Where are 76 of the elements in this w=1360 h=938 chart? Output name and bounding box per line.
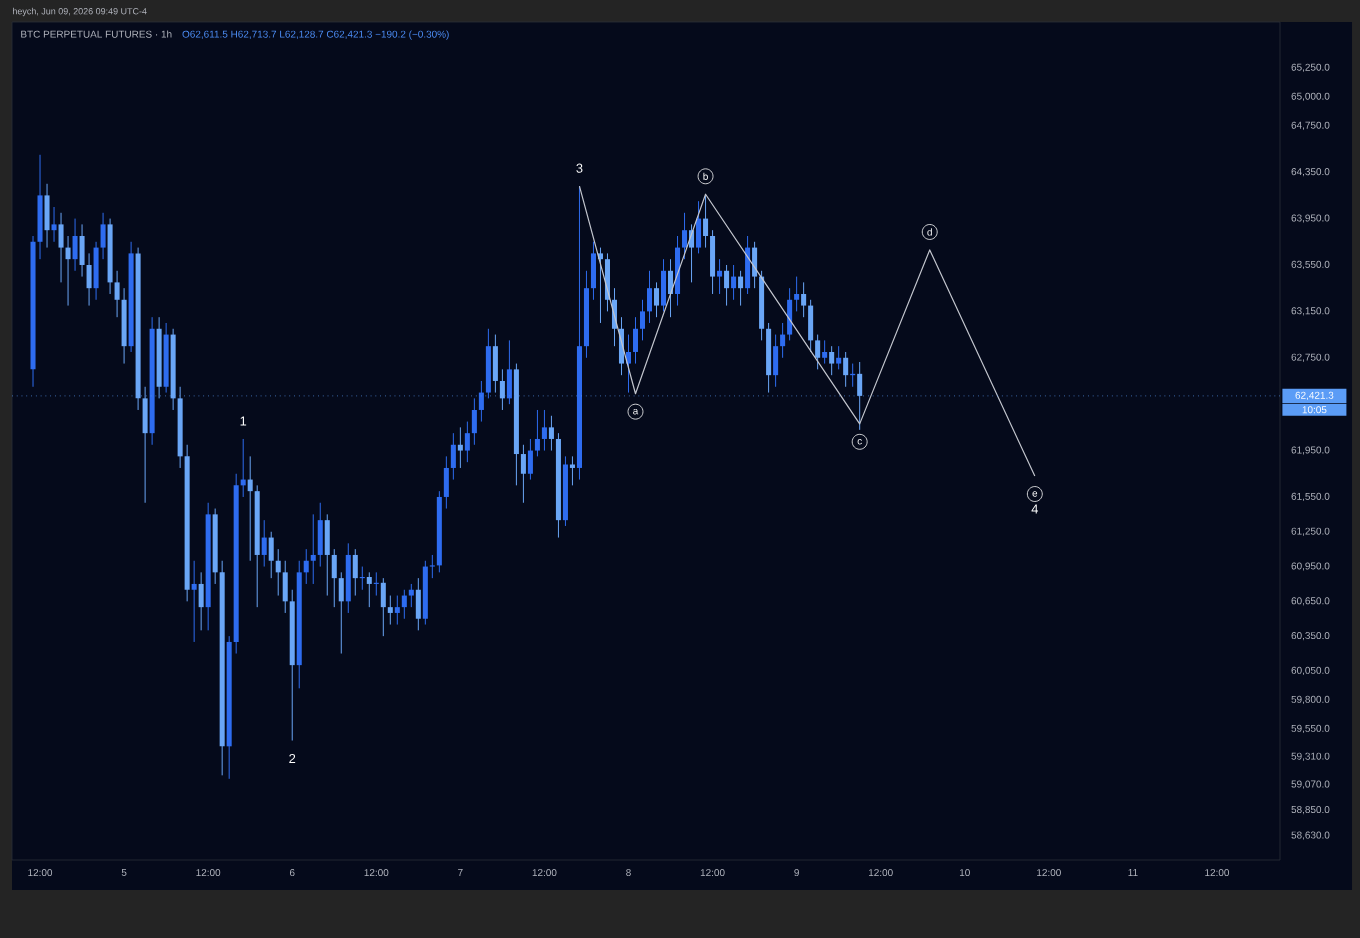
candlestick	[541, 409, 547, 452]
candlestick	[366, 571, 372, 608]
candlestick	[387, 595, 393, 626]
candlestick	[352, 548, 358, 597]
line-series	[578, 185, 1036, 477]
candlestick	[380, 577, 386, 637]
candlestick	[478, 380, 484, 423]
candlestick	[857, 361, 863, 431]
candlestick	[569, 455, 575, 486]
candlestick	[829, 345, 835, 376]
candlestick	[668, 258, 674, 318]
candlestick	[534, 409, 540, 457]
candlestick	[51, 206, 57, 243]
candlestick	[429, 554, 435, 579]
candlestick	[191, 560, 197, 643]
candlestick	[527, 438, 533, 481]
candlestick	[121, 287, 127, 365]
candlestick	[731, 264, 737, 301]
candlestick	[548, 415, 554, 452]
candlestick	[324, 513, 330, 597]
candlestick	[247, 455, 253, 562]
candlestick	[310, 513, 316, 585]
candlestick	[682, 212, 688, 260]
candlestick	[703, 194, 709, 249]
candlestick	[738, 270, 744, 307]
candlestick	[625, 334, 632, 394]
candlestick	[745, 235, 751, 295]
candlestick	[801, 281, 807, 318]
candlestick	[822, 339, 828, 365]
candlestick	[836, 345, 842, 370]
candlestick	[338, 571, 344, 655]
candlestick	[450, 432, 456, 481]
candlestick	[72, 218, 78, 272]
candlestick	[752, 241, 758, 289]
candlestick	[632, 316, 639, 365]
candlestick	[815, 334, 821, 370]
candlestick	[198, 571, 204, 631]
candlestick	[520, 444, 526, 504]
candlestick	[268, 531, 274, 579]
candlestick	[787, 287, 793, 341]
candlestick	[843, 351, 849, 388]
candlestick	[317, 502, 323, 568]
candlestick	[675, 235, 681, 307]
candlestick	[724, 264, 730, 307]
candlestick	[639, 299, 646, 341]
candlestick	[492, 334, 498, 394]
candlestick	[646, 270, 653, 324]
candlestick	[275, 548, 281, 597]
candlestick	[485, 328, 491, 399]
candlestick	[401, 589, 407, 620]
candlestick	[394, 595, 400, 626]
candlestick	[331, 548, 337, 608]
candlestick	[590, 241, 596, 301]
candlestick	[464, 421, 470, 463]
candlestick	[794, 276, 800, 312]
candlestick	[471, 397, 477, 446]
candlestick	[408, 583, 414, 608]
candlestick	[717, 258, 723, 295]
candlestick	[415, 577, 421, 631]
candlestick	[773, 334, 779, 388]
candlestick	[443, 455, 449, 510]
candlestick	[499, 368, 505, 411]
candlestick	[661, 258, 667, 312]
candlestick	[710, 229, 716, 295]
candlestick	[457, 426, 463, 469]
candlestick	[261, 519, 267, 568]
candlestick	[780, 322, 786, 359]
candlestick	[303, 548, 309, 585]
candlestick	[766, 322, 772, 394]
candlestick	[653, 281, 660, 318]
candlestick	[282, 560, 288, 614]
candlestick	[506, 339, 512, 405]
candlestick	[808, 299, 814, 353]
candlestick	[696, 200, 702, 254]
candlestick	[345, 542, 351, 614]
candlestick	[44, 183, 50, 249]
